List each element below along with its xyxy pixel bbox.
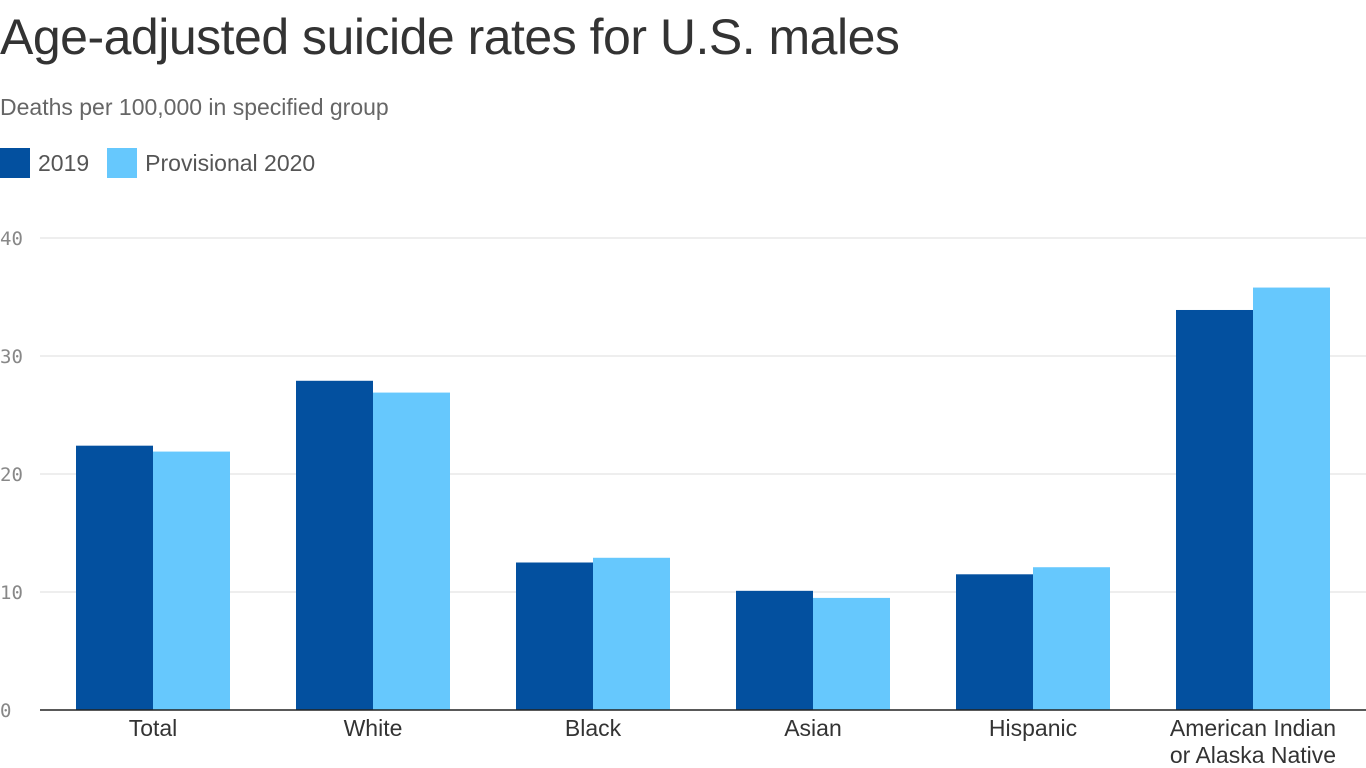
bar-provisional-2020 [593,557,670,710]
x-tick-label: or Alaska Native [1170,742,1336,768]
legend-item-2019: 2019 [0,148,89,178]
x-tick-label: White [344,715,403,741]
y-tick-label: 20 [0,464,23,486]
x-tick-label: Asian [784,715,842,741]
bar-2019 [296,380,373,710]
y-tick-label: 40 [0,228,23,250]
y-tick-label: 10 [0,582,23,604]
legend-item-2020: Provisional 2020 [107,148,315,178]
bar-provisional-2020 [153,451,230,710]
bar-2019 [516,562,593,710]
bar-2019 [1176,309,1253,710]
x-tick-label: Black [565,715,622,741]
y-tick-label: 30 [0,346,23,368]
legend: 2019 Provisional 2020 [0,148,333,178]
legend-label-2019: 2019 [38,149,90,176]
bar-2019 [956,574,1033,710]
chart-title: Age-adjusted suicide rates for U.S. male… [0,9,900,65]
legend-swatch-2020 [107,148,138,178]
chart-subtitle: Deaths per 100,000 in specified group [0,94,389,120]
x-tick-label: Total [129,715,178,741]
x-tick-label: Hispanic [989,715,1077,741]
bar-provisional-2020 [1253,287,1330,710]
legend-swatch-2019 [0,148,30,178]
bar-provisional-2020 [373,392,450,710]
bar-2019 [76,445,153,710]
bar-provisional-2020 [1033,567,1110,710]
bar-2019 [736,590,813,710]
y-tick-label: 0 [0,700,11,722]
x-tick-label: American Indian [1170,715,1336,741]
legend-label-2020: Provisional 2020 [145,149,316,176]
bar-provisional-2020 [813,597,890,710]
